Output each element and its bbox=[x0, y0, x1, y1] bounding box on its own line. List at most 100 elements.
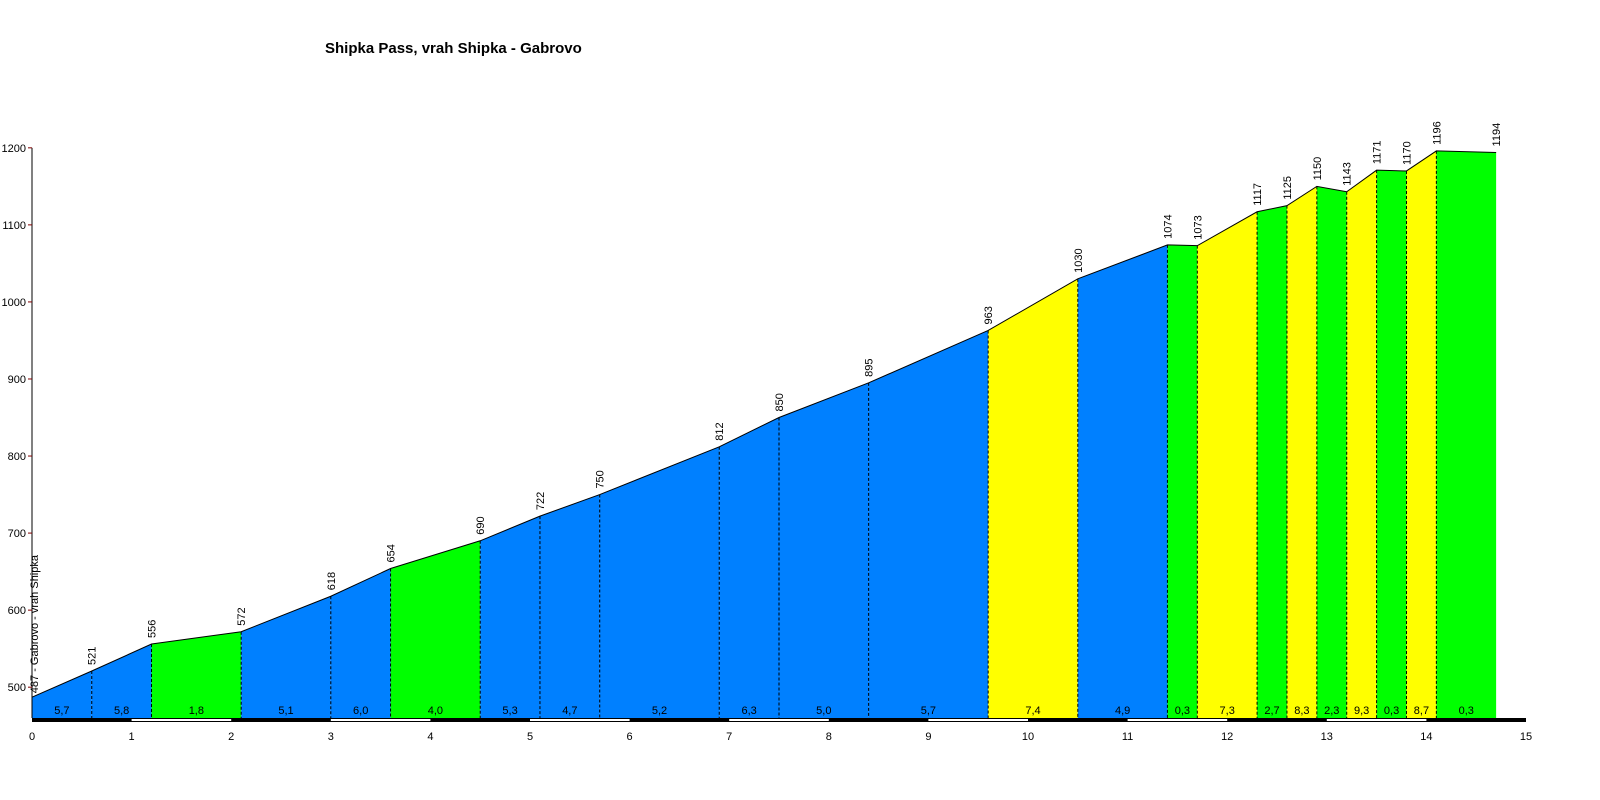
gradient-label: 7,4 bbox=[1025, 705, 1040, 717]
elevation-label: 654 bbox=[386, 544, 398, 562]
profile-segment bbox=[988, 278, 1078, 718]
profile-segment bbox=[1316, 186, 1347, 719]
gradient-label: 5,8 bbox=[114, 705, 129, 717]
x-tick-label: 9 bbox=[925, 731, 931, 743]
profile-segment bbox=[241, 596, 331, 718]
elevation-label: 1073 bbox=[1192, 215, 1204, 239]
x-tick-label: 8 bbox=[826, 731, 832, 743]
y-tick-label: 600 bbox=[8, 605, 26, 617]
y-tick-label: 1100 bbox=[2, 220, 26, 232]
x-tick-label: 10 bbox=[1022, 731, 1034, 743]
profile-segment bbox=[1197, 211, 1258, 718]
elevation-label: 895 bbox=[864, 358, 876, 376]
x-axis: 0 1 2 3 4 5 6 7 8 9 10 11 12 13 14 15 bbox=[29, 718, 1532, 743]
elevation-label: 1143 bbox=[1342, 162, 1354, 186]
x-axis-bar-white bbox=[1127, 719, 1228, 721]
gradient-label: 6,3 bbox=[741, 705, 756, 717]
x-tick-label: 1 bbox=[129, 731, 135, 743]
profile-line bbox=[31, 150, 1497, 698]
gradient-label: 0,3 bbox=[1384, 705, 1399, 717]
profile-segment bbox=[1436, 150, 1497, 719]
gradient-label: 5,7 bbox=[921, 705, 936, 717]
y-tick-label: 1000 bbox=[2, 297, 26, 309]
x-axis-bar-white bbox=[928, 719, 1028, 721]
elevation-label: 1150 bbox=[1312, 157, 1324, 181]
profile-segment bbox=[719, 417, 779, 718]
x-tick-label: 11 bbox=[1122, 731, 1133, 743]
profile-outline bbox=[31, 150, 1497, 698]
gradient-label: 8,3 bbox=[1294, 705, 1309, 717]
start-elevation-label: 487 - Gabrovo - vrah Shipka bbox=[29, 554, 41, 693]
elevation-label: 618 bbox=[326, 572, 338, 590]
y-tick-label: 1200 bbox=[2, 143, 26, 155]
x-tick-label: 12 bbox=[1221, 731, 1233, 743]
y-tick-label: 700 bbox=[8, 528, 26, 540]
profile-segments bbox=[32, 150, 1497, 719]
x-tick-label: 15 bbox=[1520, 731, 1532, 743]
elevation-label: 1125 bbox=[1282, 176, 1294, 200]
x-tick-label: 0 bbox=[29, 731, 35, 743]
segment-dividers bbox=[91, 150, 1437, 718]
profile-segment bbox=[1406, 150, 1437, 719]
elevation-label: 1196 bbox=[1431, 121, 1443, 145]
elevation-label: 556 bbox=[147, 620, 159, 638]
x-tick-label: 7 bbox=[726, 731, 732, 743]
profile-segment bbox=[1286, 186, 1317, 719]
gradient-label: 0,3 bbox=[1459, 705, 1474, 717]
profile-segment bbox=[599, 446, 720, 718]
gradient-label: 5,0 bbox=[816, 705, 831, 717]
elevation-label: 850 bbox=[774, 393, 786, 411]
gradient-label: 5,7 bbox=[54, 705, 69, 717]
gradient-label: 4,0 bbox=[428, 705, 443, 717]
elevation-labels: 487 - Gabrovo - vrah Shipka 521 556 572 618 6… bbox=[29, 121, 1503, 693]
x-tick-label: 4 bbox=[427, 731, 433, 743]
gradient-label: 7,3 bbox=[1220, 705, 1235, 717]
elevation-label: 812 bbox=[714, 422, 726, 440]
elevation-label: 750 bbox=[595, 470, 607, 488]
y-tick-label: 900 bbox=[8, 374, 26, 386]
gradient-label: 9,3 bbox=[1354, 705, 1369, 717]
x-tick-label: 2 bbox=[228, 731, 234, 743]
gradient-label: 5,2 bbox=[652, 705, 667, 717]
elevation-label: 963 bbox=[983, 306, 995, 324]
gradient-label: 4,9 bbox=[1115, 705, 1130, 717]
gradient-label: 0,3 bbox=[1175, 705, 1190, 717]
elevation-label: 1074 bbox=[1162, 214, 1174, 238]
profile-segment bbox=[330, 568, 391, 718]
x-axis-bar-white bbox=[1326, 719, 1427, 721]
x-axis-bar-white bbox=[131, 719, 232, 721]
profile-segment bbox=[32, 670, 92, 718]
profile-segment bbox=[91, 644, 152, 718]
x-tick-label: 5 bbox=[527, 731, 533, 743]
gradient-label: 4,7 bbox=[562, 705, 577, 717]
profile-segment bbox=[779, 382, 869, 718]
gradient-labels: 5,7 5,8 1,8 5,1 6,0 4,0 5,3 4,7 5,2 6,3 5,0 5,7 7,4 4… bbox=[54, 705, 1474, 717]
profile-segment bbox=[480, 516, 540, 718]
x-axis-bar-white bbox=[530, 719, 630, 721]
elevation-label: 1194 bbox=[1491, 123, 1503, 147]
x-tick-label: 6 bbox=[627, 731, 633, 743]
elevation-label: 521 bbox=[87, 647, 99, 665]
elevation-label: 1030 bbox=[1073, 248, 1085, 272]
profile-segment bbox=[1376, 170, 1407, 718]
y-tick-label: 800 bbox=[8, 451, 26, 463]
profile-segment bbox=[1167, 244, 1198, 718]
profile-segment bbox=[390, 540, 481, 718]
gradient-label: 8,7 bbox=[1414, 705, 1429, 717]
elevation-label: 690 bbox=[475, 516, 487, 534]
gradient-label: 2,3 bbox=[1324, 705, 1339, 717]
profile-segment bbox=[1257, 205, 1287, 718]
profile-segment bbox=[151, 631, 242, 718]
x-tick-label: 3 bbox=[328, 731, 334, 743]
x-tick-label: 14 bbox=[1420, 731, 1432, 743]
profile-segment bbox=[1077, 244, 1168, 718]
elevation-label: 1170 bbox=[1401, 141, 1413, 165]
elevation-label: 722 bbox=[535, 492, 547, 510]
y-tick-label: 500 bbox=[8, 682, 26, 694]
x-tick-label: 13 bbox=[1321, 731, 1333, 743]
elevation-label: 1171 bbox=[1372, 141, 1384, 165]
chart-title: Shipka Pass, vrah Shipka - Gabrovo bbox=[325, 40, 582, 57]
gradient-label: 1,8 bbox=[189, 705, 204, 717]
x-axis-bar-white bbox=[729, 719, 829, 721]
